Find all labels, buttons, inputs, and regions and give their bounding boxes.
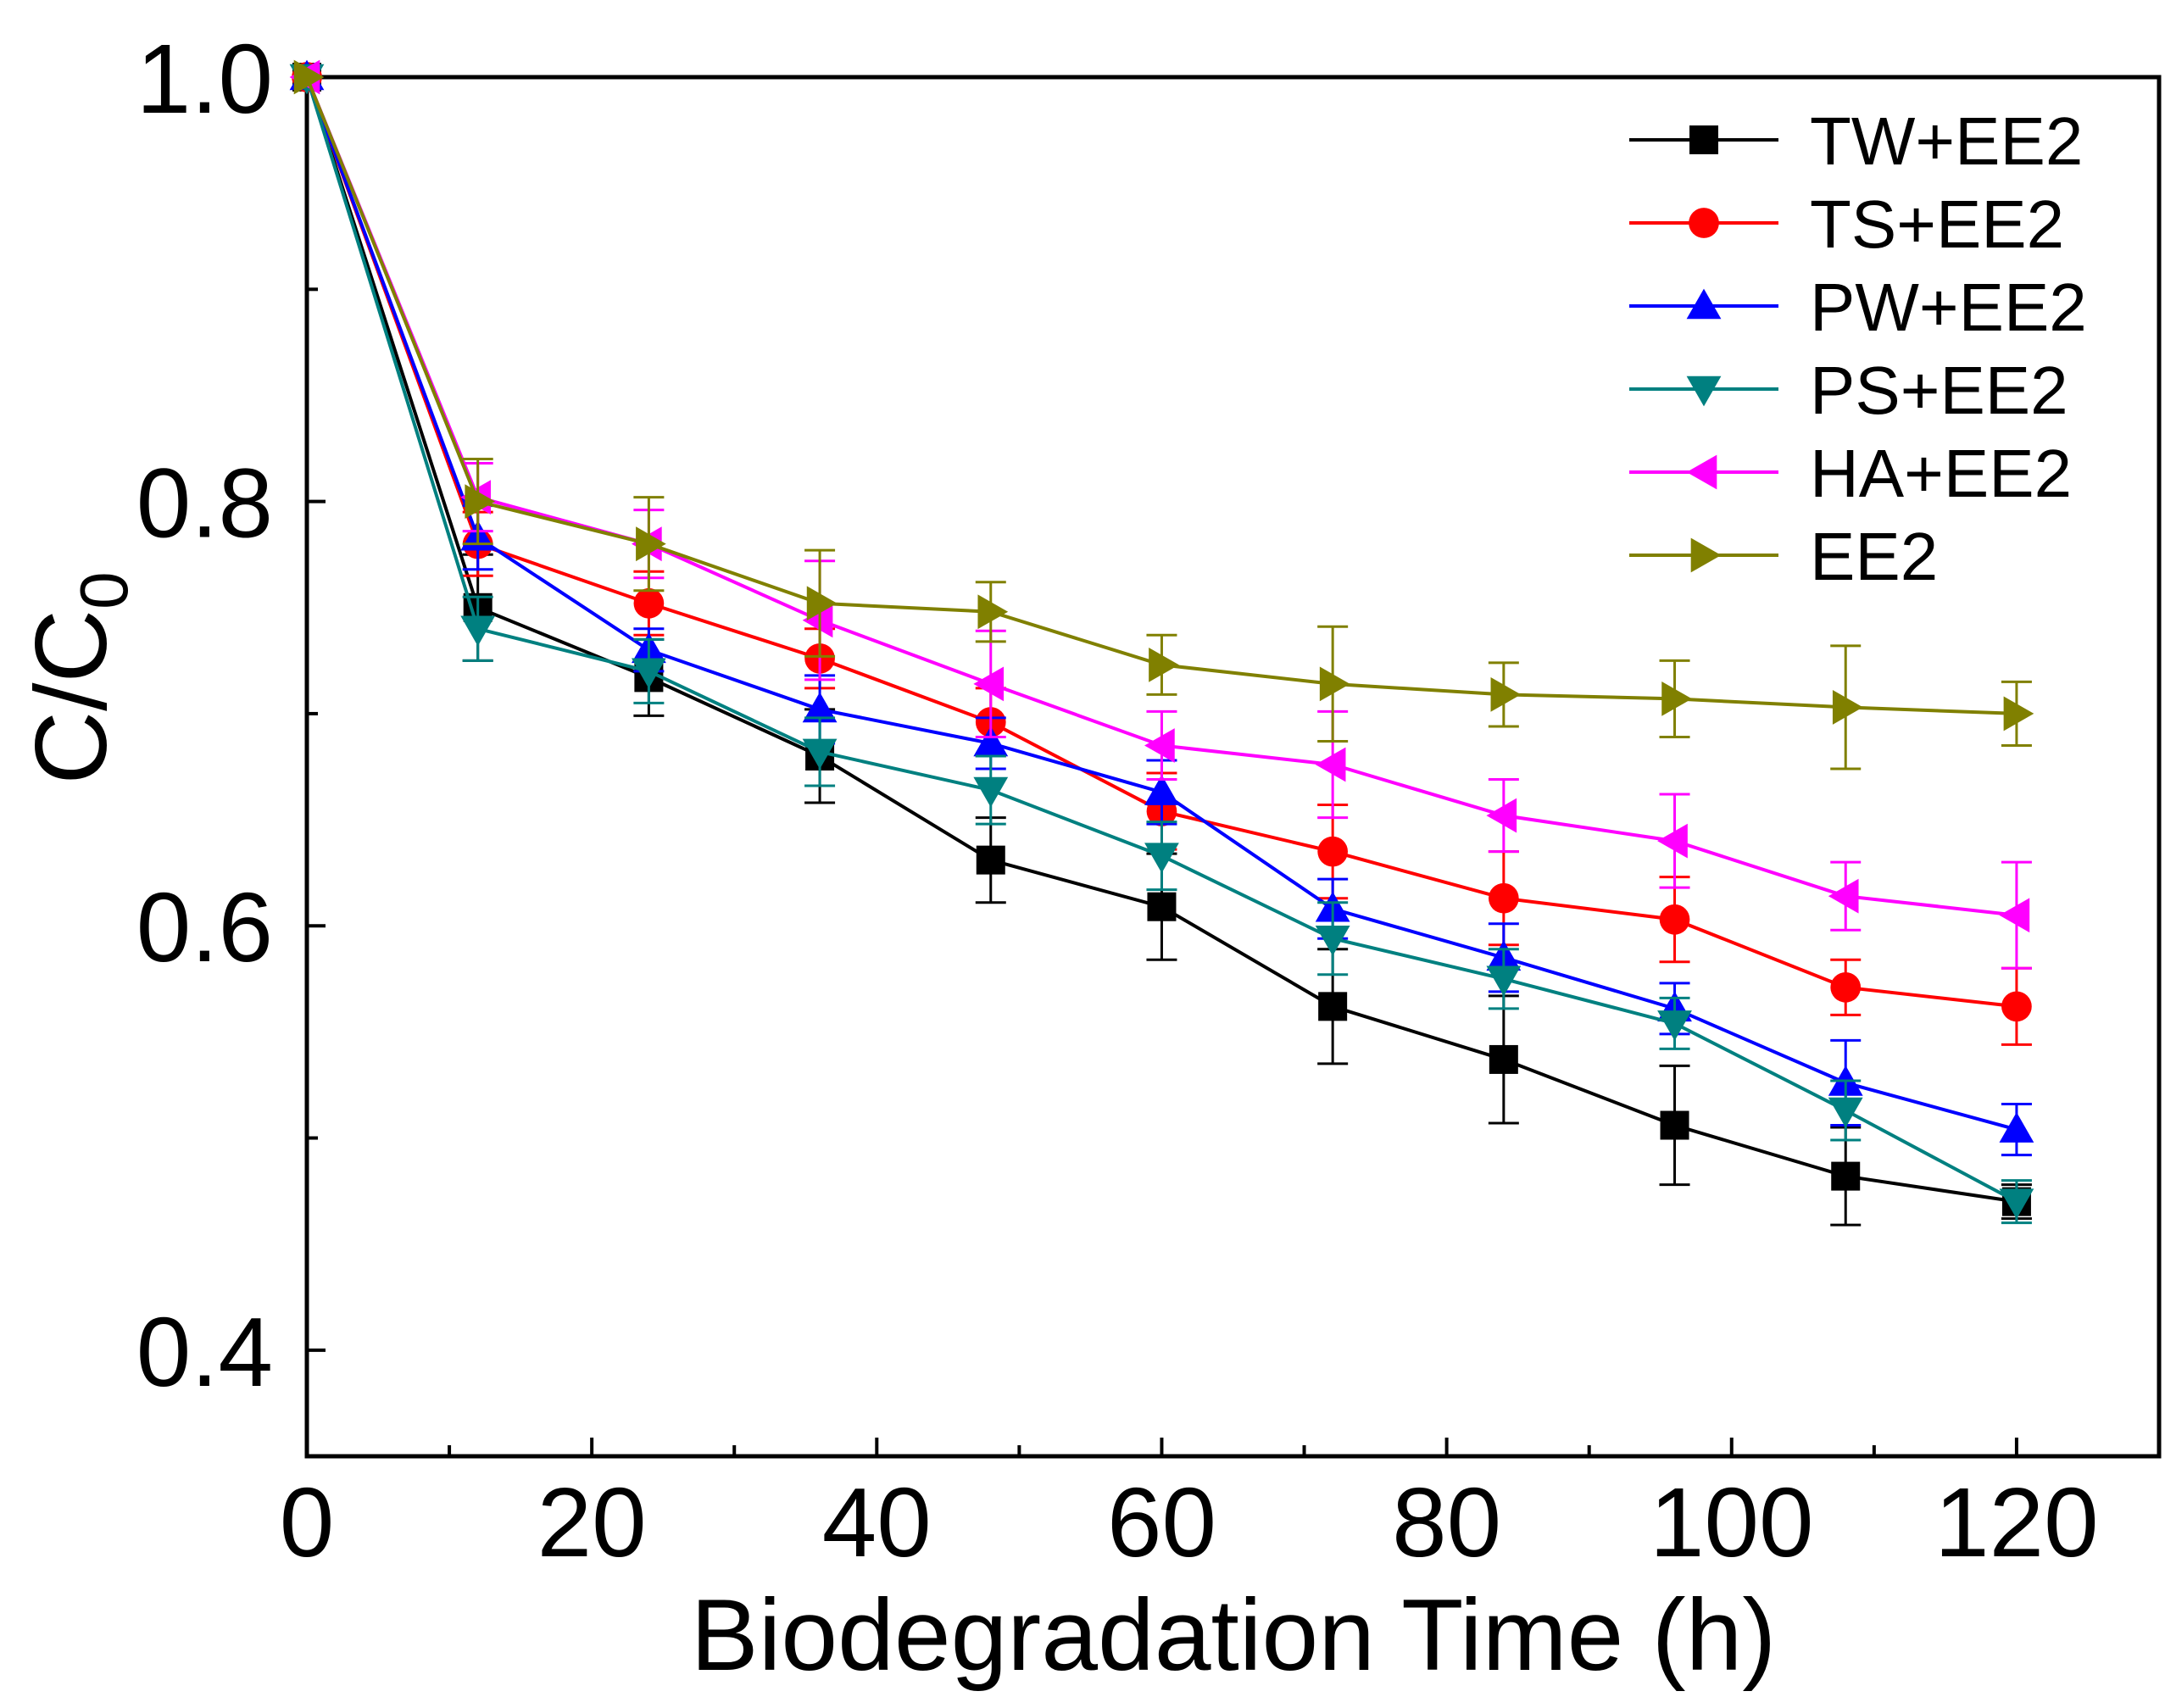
legend-swatch-marker	[1690, 537, 1722, 573]
y-axis-title: C/C0	[14, 571, 142, 784]
data-point	[1657, 1010, 1692, 1041]
data-point	[1144, 843, 1179, 874]
data-point	[1144, 728, 1175, 763]
y-tick-label: 1.0	[136, 24, 273, 134]
data-point	[1486, 965, 1522, 997]
data-point	[460, 615, 496, 647]
series-line	[305, 76, 2018, 1132]
data-point	[973, 776, 1009, 808]
y-tick-label: 0.6	[136, 872, 273, 982]
data-point	[1488, 882, 1519, 914]
data-point	[977, 594, 1009, 630]
data-point	[976, 845, 1005, 875]
legend-label: EE2	[1810, 519, 1938, 594]
legend-item-tw-ee2: TW+EE2	[1629, 103, 2083, 179]
data-point	[1144, 775, 1179, 805]
x-tick-label: 0	[280, 1467, 335, 1577]
data-point	[1832, 690, 1863, 725]
data-point	[1315, 925, 1350, 956]
data-point	[802, 692, 838, 723]
legend-swatch-marker	[1686, 288, 1722, 320]
legend-label: HA+EE2	[1810, 436, 2072, 511]
data-point	[1486, 798, 1517, 833]
legend-item-ps-ee2: PS+EE2	[1629, 353, 2068, 428]
data-point	[1828, 878, 1859, 914]
data-point	[636, 526, 666, 562]
data-point	[1317, 836, 1349, 867]
data-point	[633, 587, 665, 619]
legend-swatch-marker	[1689, 125, 1718, 154]
legend-item-ee2: EE2	[1629, 519, 1938, 594]
x-axis-title: Biodegradation Time (h)	[691, 1578, 1777, 1692]
legend-swatch-marker	[1686, 454, 1717, 490]
legend-item-ha-ee2: HA+EE2	[1629, 436, 2072, 511]
data-point	[1149, 647, 1179, 682]
data-point	[1489, 1044, 1518, 1074]
legend-swatch-marker	[1689, 208, 1719, 238]
data-point	[1490, 676, 1522, 712]
y-axis-title-main: C/C	[14, 609, 128, 785]
data-point	[1315, 747, 1346, 782]
x-tick-label: 100	[1650, 1467, 1814, 1577]
data-point	[802, 603, 833, 638]
x-tick-label: 20	[537, 1467, 647, 1577]
data-point	[1657, 823, 1688, 859]
y-tick-label: 0.8	[136, 448, 273, 559]
data-point	[293, 59, 325, 95]
data-point	[973, 726, 1009, 757]
data-point	[1661, 682, 1692, 716]
series-line	[305, 76, 2017, 715]
data-point	[1999, 898, 2030, 933]
data-point	[2003, 696, 2034, 732]
legend-label: PS+EE2	[1810, 353, 2068, 428]
legend-label: PW+EE2	[1810, 270, 2087, 345]
legend-label: TW+EE2	[1810, 103, 2083, 179]
legend-item-pw-ee2: PW+EE2	[1629, 270, 2087, 345]
data-point	[1659, 904, 1690, 935]
data-point	[2001, 991, 2032, 1022]
x-tick-label: 80	[1392, 1467, 1501, 1577]
x-tick-label: 60	[1107, 1467, 1216, 1577]
data-point	[631, 658, 666, 689]
data-point	[465, 484, 496, 520]
data-point	[1660, 1110, 1689, 1140]
axes: 0 20 40 60 80 100 120 0.4 0.6 0.8 1.0	[136, 24, 2161, 1577]
data-point	[1147, 892, 1177, 921]
data-point	[1828, 1097, 1863, 1128]
x-tick-label: 120	[1934, 1467, 2099, 1577]
data-point	[806, 586, 838, 621]
legend-swatch-marker	[1686, 376, 1722, 407]
x-tick-label: 40	[822, 1467, 932, 1577]
data-point	[1999, 1188, 2034, 1220]
series-layer	[289, 59, 2034, 1227]
data-point	[973, 666, 1005, 702]
data-point	[1999, 1112, 2034, 1143]
data-point	[1318, 992, 1348, 1021]
legend-label: TS+EE2	[1810, 186, 2064, 262]
series-ee2	[293, 59, 2034, 771]
data-point	[1830, 971, 1862, 1003]
legend-item-ts-ee2: TS+EE2	[1629, 186, 2064, 262]
data-point	[1831, 1161, 1861, 1191]
y-axis-title-subscript: 0	[66, 571, 142, 609]
data-point	[1319, 666, 1350, 702]
plot-frame	[304, 75, 2162, 1459]
y-tick-label: 0.4	[136, 1297, 273, 1407]
data-point	[802, 738, 838, 770]
